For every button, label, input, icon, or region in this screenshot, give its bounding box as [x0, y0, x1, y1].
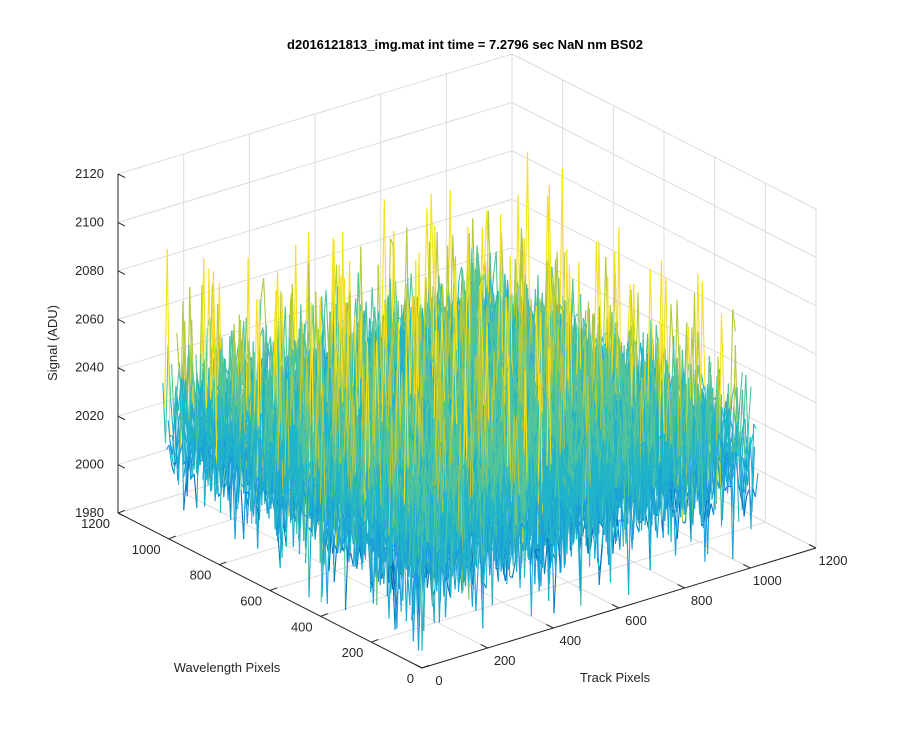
surface-strand — [167, 249, 170, 436]
data-surface — [163, 152, 758, 651]
surface-strand — [177, 333, 180, 376]
surface-strand — [326, 290, 329, 353]
surface-strand — [241, 490, 244, 539]
